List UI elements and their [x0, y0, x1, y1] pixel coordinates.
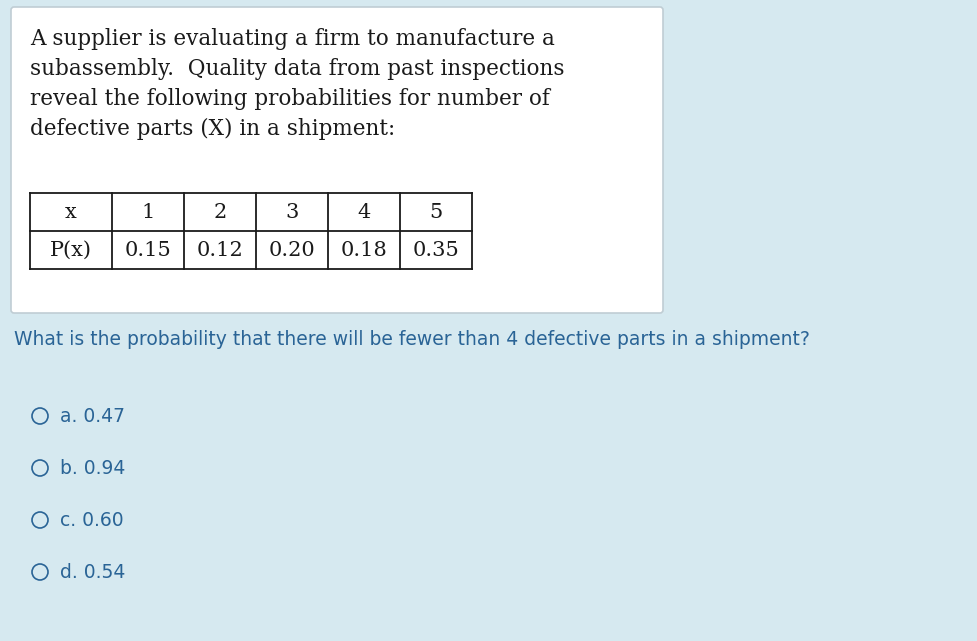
Text: 5: 5: [429, 203, 443, 222]
Text: defective parts (X) in a shipment:: defective parts (X) in a shipment:: [30, 118, 395, 140]
Text: d. 0.54: d. 0.54: [60, 563, 125, 581]
FancyBboxPatch shape: [11, 7, 662, 313]
Text: a. 0.47: a. 0.47: [60, 406, 125, 426]
Text: x: x: [65, 203, 77, 222]
Text: 0.12: 0.12: [196, 240, 243, 260]
Text: b. 0.94: b. 0.94: [60, 458, 125, 478]
Text: subassembly.  Quality data from past inspections: subassembly. Quality data from past insp…: [30, 58, 564, 80]
Text: 0.18: 0.18: [340, 240, 387, 260]
Text: P(x): P(x): [50, 240, 92, 260]
Text: 0.15: 0.15: [124, 240, 171, 260]
Text: 3: 3: [285, 203, 298, 222]
Text: A supplier is evaluating a firm to manufacture a: A supplier is evaluating a firm to manuf…: [30, 28, 554, 50]
Text: c. 0.60: c. 0.60: [60, 510, 123, 529]
Text: 1: 1: [141, 203, 154, 222]
Text: reveal the following probabilities for number of: reveal the following probabilities for n…: [30, 88, 549, 110]
Text: 2: 2: [213, 203, 227, 222]
Text: What is the probability that there will be fewer than 4 defective parts in a shi: What is the probability that there will …: [14, 330, 809, 349]
Text: 0.20: 0.20: [269, 240, 315, 260]
Text: 0.35: 0.35: [412, 240, 459, 260]
Text: 4: 4: [357, 203, 370, 222]
